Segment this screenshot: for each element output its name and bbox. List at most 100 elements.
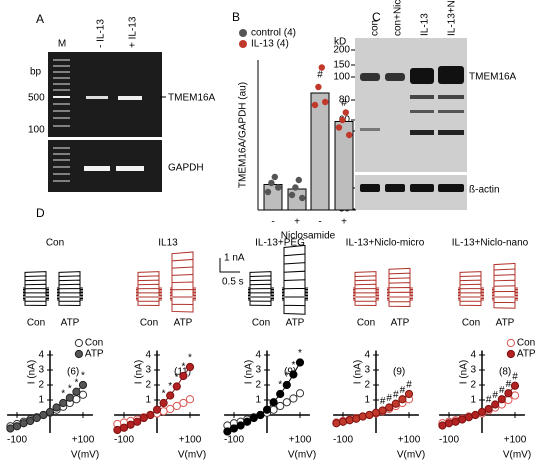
x-tick-label: - bbox=[271, 217, 274, 228]
significance: * bbox=[298, 348, 302, 359]
data-point bbox=[504, 389, 513, 398]
trace-label: ATP bbox=[286, 318, 305, 329]
size-label: 500 bbox=[28, 93, 45, 104]
x-tick-label: +100 bbox=[179, 435, 202, 446]
data-point bbox=[391, 399, 400, 408]
y-tick-label: 3 bbox=[145, 365, 151, 376]
data-point bbox=[322, 98, 329, 106]
significance: # bbox=[486, 395, 492, 406]
band bbox=[86, 96, 108, 99]
trace-label: Con bbox=[140, 318, 158, 329]
current-trace bbox=[170, 251, 196, 313]
size-label: 100 bbox=[28, 125, 45, 136]
data-point bbox=[179, 371, 188, 381]
current-trace bbox=[136, 271, 162, 306]
data-point bbox=[166, 404, 175, 414]
panel-title: IL13 bbox=[158, 238, 178, 249]
data-point bbox=[332, 419, 341, 428]
data-point bbox=[276, 401, 285, 411]
significance: * bbox=[68, 383, 72, 394]
data-point bbox=[398, 395, 407, 404]
legend-label: Con bbox=[85, 338, 103, 349]
blot-bottom bbox=[355, 175, 467, 210]
y-tick-label: 1 bbox=[145, 395, 151, 406]
data-point bbox=[282, 380, 291, 390]
legend-marker bbox=[506, 349, 515, 359]
blot-bands bbox=[360, 66, 464, 192]
y-tick-label: 1 bbox=[38, 395, 44, 406]
lane-label: con+Niclo bbox=[393, 0, 404, 36]
panel-title: IL-13+Niclo-micro bbox=[346, 238, 425, 249]
data-point bbox=[45, 407, 55, 417]
significance: * bbox=[168, 381, 172, 392]
lane-label: IL-13 bbox=[420, 13, 431, 36]
n-label: (9) bbox=[393, 367, 405, 378]
y-axis-label: TMEM16A/GAPDH (au) bbox=[238, 82, 249, 188]
significance: * bbox=[285, 371, 289, 382]
significance: # bbox=[499, 385, 505, 396]
data-point bbox=[295, 176, 302, 184]
x-tick-label: + bbox=[341, 217, 347, 228]
current-trace bbox=[248, 271, 274, 306]
x-tick-label: + bbox=[294, 217, 300, 228]
data-point bbox=[146, 410, 155, 420]
x-axis-label: V(mV) bbox=[288, 450, 316, 461]
data-point bbox=[504, 395, 513, 405]
current-trace bbox=[57, 271, 83, 306]
band bbox=[116, 166, 144, 171]
data-point bbox=[223, 427, 232, 436]
y-tick-label: 3 bbox=[255, 365, 261, 376]
data-point bbox=[256, 410, 265, 420]
y-tick-label: 3 bbox=[364, 365, 370, 376]
legend-marker bbox=[506, 338, 515, 348]
x-axis-label: Niclosamide bbox=[281, 231, 336, 242]
data-point bbox=[292, 184, 299, 191]
significance: # bbox=[386, 393, 392, 404]
data-point bbox=[159, 398, 168, 408]
significance: # bbox=[506, 379, 512, 390]
legend-label: ATP bbox=[85, 349, 104, 360]
y-tick-label: 4 bbox=[470, 350, 476, 361]
x-tick-label: - bbox=[318, 217, 321, 228]
data-point bbox=[378, 406, 387, 415]
ladder bbox=[53, 59, 70, 182]
marker-label: 80 bbox=[339, 95, 351, 106]
marker-label: 200 bbox=[333, 45, 350, 56]
y-tick-label: 4 bbox=[255, 350, 261, 361]
y-tick-label: 4 bbox=[364, 350, 370, 361]
marker-label: 150 bbox=[333, 60, 350, 71]
data-point bbox=[119, 423, 129, 432]
data-point bbox=[282, 398, 291, 407]
data-point bbox=[404, 389, 414, 399]
data-point bbox=[510, 381, 520, 390]
y-axis-label: I (nA) bbox=[459, 360, 470, 384]
data-point bbox=[78, 380, 88, 390]
data-point bbox=[172, 401, 181, 411]
x-tick-label: +100 bbox=[289, 435, 312, 446]
panel-label: D bbox=[36, 206, 45, 220]
data-point bbox=[185, 362, 195, 372]
data-point bbox=[295, 389, 305, 398]
y-tick-label: 2 bbox=[255, 380, 261, 391]
y-tick-label: 3 bbox=[470, 365, 476, 376]
data-point bbox=[484, 404, 493, 414]
y-tick-label: 2 bbox=[38, 380, 44, 391]
data-point bbox=[497, 395, 506, 404]
panel-title: IL-13+PEG bbox=[255, 238, 305, 249]
gel-top bbox=[48, 52, 162, 137]
legend-marker bbox=[74, 349, 84, 359]
current-trace bbox=[458, 271, 484, 306]
trace-label: Con bbox=[252, 318, 270, 329]
data-point bbox=[339, 116, 346, 124]
x-axis-label: V(mV) bbox=[71, 450, 99, 461]
significance: # bbox=[380, 396, 386, 407]
data-point bbox=[236, 421, 245, 430]
data-point bbox=[289, 370, 298, 379]
significance: * bbox=[81, 371, 85, 382]
trace-label: Con bbox=[27, 318, 45, 329]
data-point bbox=[152, 405, 162, 414]
data-point bbox=[345, 416, 354, 425]
current-trace bbox=[23, 271, 49, 306]
data-point bbox=[299, 194, 306, 202]
current-trace bbox=[387, 267, 413, 308]
